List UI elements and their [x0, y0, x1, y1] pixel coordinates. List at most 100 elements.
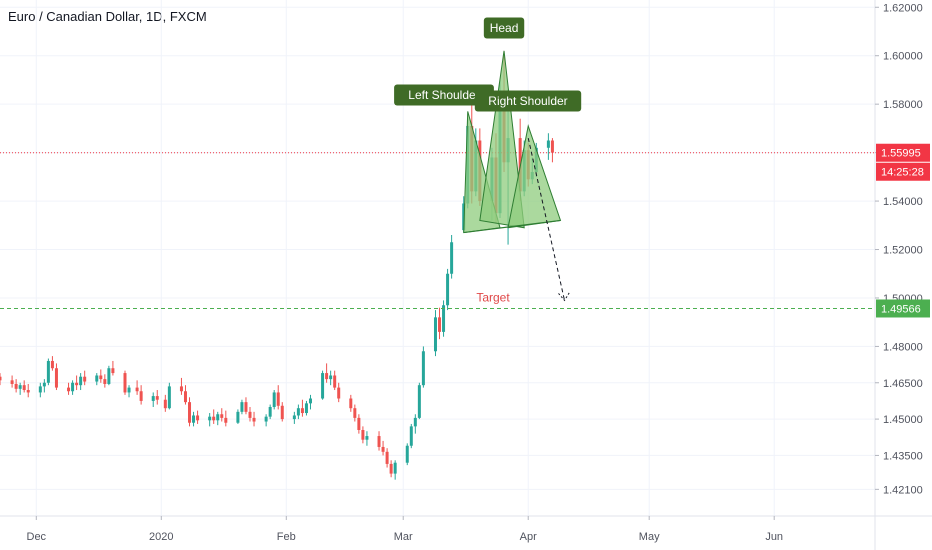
candle — [127, 385, 131, 398]
candle-body — [405, 445, 409, 463]
candle — [450, 234, 454, 279]
y-tick-label: 1.45000 — [883, 414, 923, 426]
y-tick-label: 1.58000 — [883, 99, 923, 111]
candle — [216, 411, 220, 426]
candle-body — [264, 416, 268, 422]
candle-body — [252, 417, 256, 422]
candle-body — [244, 402, 248, 412]
candle — [50, 356, 54, 371]
candle — [292, 411, 296, 424]
candle-body — [446, 273, 450, 306]
candle-body — [417, 385, 421, 418]
y-tick-label: 1.60000 — [883, 51, 923, 63]
x-tick-label: Apr — [520, 531, 537, 543]
candle — [236, 409, 240, 424]
target-price-tag: 1.49566 — [876, 299, 930, 318]
candle — [365, 431, 369, 446]
y-tick-label: 1.43500 — [883, 450, 923, 462]
candle-body — [385, 451, 389, 464]
candle — [67, 382, 71, 395]
candle — [413, 414, 417, 434]
candle-body — [155, 396, 159, 400]
head-label-bg — [483, 17, 525, 39]
candle-body — [196, 415, 200, 421]
x-tick-label: Feb — [277, 531, 296, 543]
candle-body — [26, 390, 30, 393]
x-tick-label: Mar — [394, 531, 413, 543]
candle — [405, 443, 409, 466]
candle-body — [123, 373, 127, 393]
candle-body — [103, 379, 107, 384]
head-label-text: Head — [490, 21, 519, 35]
candle — [321, 370, 325, 400]
candle-body — [67, 387, 71, 392]
candle-body — [377, 436, 381, 447]
y-tick-label: 1.42100 — [883, 484, 923, 496]
target-price-tag-bg — [876, 299, 930, 318]
candle-body — [208, 416, 212, 421]
candle-body — [442, 305, 446, 332]
candle-body — [321, 373, 325, 399]
candle-body — [276, 392, 280, 406]
candle — [54, 363, 58, 391]
candle — [276, 385, 280, 410]
candle-body — [308, 398, 312, 404]
candle-body — [179, 386, 183, 392]
candle — [220, 408, 224, 422]
candle-body — [107, 368, 111, 384]
candle-body — [393, 462, 397, 474]
candle — [167, 382, 171, 410]
candle — [0, 373, 2, 386]
candle — [304, 400, 308, 416]
candle-body — [292, 415, 296, 420]
countdown-tag-bg — [876, 162, 930, 181]
head-label: Head — [483, 17, 525, 39]
candle-body — [95, 375, 99, 382]
candle — [14, 379, 18, 393]
candle-body — [75, 382, 79, 386]
candle-body — [71, 382, 75, 392]
pattern-overlay: Head Left Shoulder Right Shoulder Target — [0, 17, 875, 309]
candle — [244, 397, 248, 415]
candle — [99, 369, 103, 383]
candle — [42, 379, 46, 393]
candle-body — [50, 360, 54, 369]
candle-body — [433, 317, 437, 352]
candle — [252, 411, 256, 427]
candle — [79, 373, 83, 391]
candle-body — [54, 368, 58, 388]
candle — [333, 370, 337, 391]
candle-body — [224, 417, 228, 423]
candle-body — [163, 399, 167, 409]
head-shape — [479, 50, 525, 229]
target-label: Target — [476, 290, 510, 304]
candle-body — [300, 408, 304, 414]
candle — [248, 406, 252, 422]
candle — [357, 414, 361, 434]
current-price-tag-text: 1.55995 — [881, 148, 921, 160]
candle-body — [212, 416, 216, 421]
candle — [192, 411, 196, 427]
candle — [385, 448, 389, 468]
candle-body — [389, 463, 393, 474]
candle-body — [462, 203, 466, 231]
candle-body — [357, 417, 361, 430]
candle-body — [236, 411, 240, 423]
grid — [0, 0, 875, 516]
left-shoulder-label-text: Left Shoulder — [408, 88, 479, 102]
candle-body — [216, 414, 220, 421]
chart-title: Euro / Canadian Dollar, 1D, FXCM — [8, 9, 207, 24]
target-price-tag-text: 1.49566 — [881, 303, 921, 315]
candle-body — [413, 417, 417, 427]
x-tick-label: 2020 — [149, 531, 173, 543]
candle — [139, 385, 143, 405]
candle — [46, 358, 50, 386]
left-shoulder-label-bg — [394, 84, 494, 106]
candle-body — [111, 368, 115, 374]
right-shoulder-label: Right Shoulder — [474, 90, 582, 112]
candle — [224, 410, 228, 427]
candle — [38, 382, 42, 398]
candle — [280, 402, 284, 422]
candle — [550, 138, 554, 163]
